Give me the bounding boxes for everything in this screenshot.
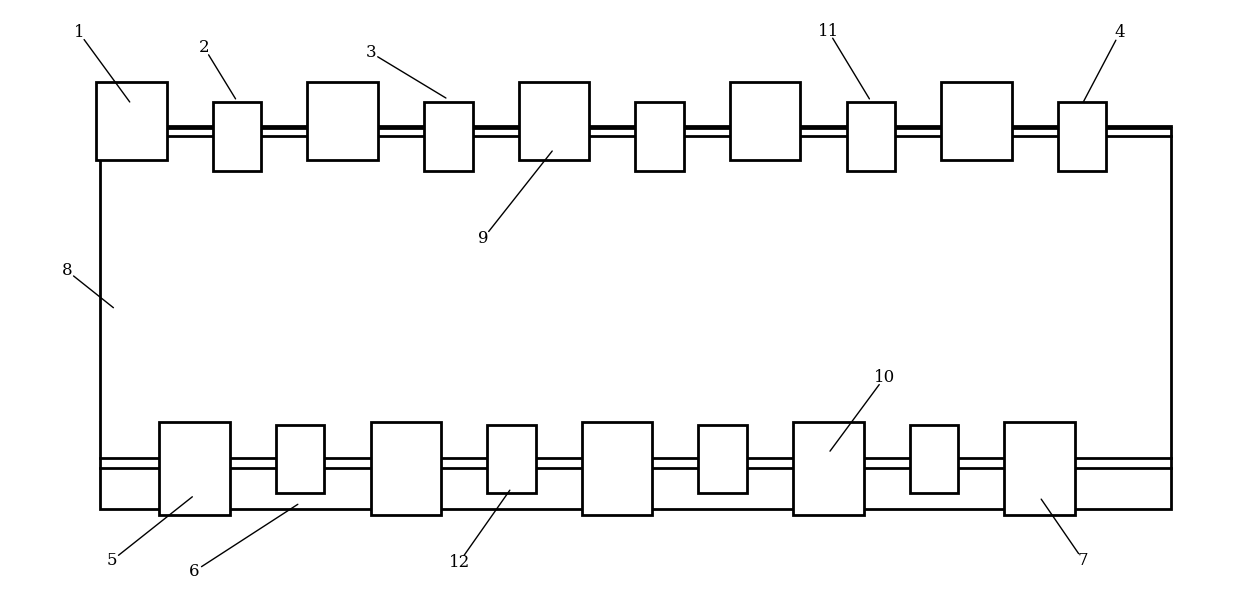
Bar <box>909 426 958 493</box>
Text: 1: 1 <box>74 24 84 41</box>
Bar <box>1058 103 1106 171</box>
Text: 4: 4 <box>1114 24 1125 41</box>
Bar <box>519 81 589 160</box>
Text: 7: 7 <box>1078 552 1089 569</box>
Bar <box>793 422 864 515</box>
Text: 11: 11 <box>818 22 839 39</box>
Text: 9: 9 <box>478 229 488 246</box>
Text: 8: 8 <box>62 262 72 279</box>
Text: 5: 5 <box>107 552 118 569</box>
Bar <box>100 128 1171 509</box>
Bar <box>276 426 325 493</box>
Text: 12: 12 <box>449 554 470 571</box>
Bar <box>160 422 229 515</box>
Bar <box>730 81 800 160</box>
Bar <box>582 422 652 515</box>
Bar <box>424 103 472 171</box>
Bar <box>213 103 261 171</box>
Bar <box>370 422 441 515</box>
Bar <box>942 81 1012 160</box>
Bar <box>636 103 684 171</box>
Bar <box>1005 422 1074 515</box>
Text: 2: 2 <box>199 39 209 56</box>
Bar <box>487 426 535 493</box>
Bar <box>307 81 378 160</box>
Bar <box>846 103 895 171</box>
Text: 10: 10 <box>873 369 895 387</box>
Bar <box>699 426 747 493</box>
Bar <box>97 81 166 160</box>
Text: 3: 3 <box>366 44 375 61</box>
Text: 6: 6 <box>190 563 199 580</box>
